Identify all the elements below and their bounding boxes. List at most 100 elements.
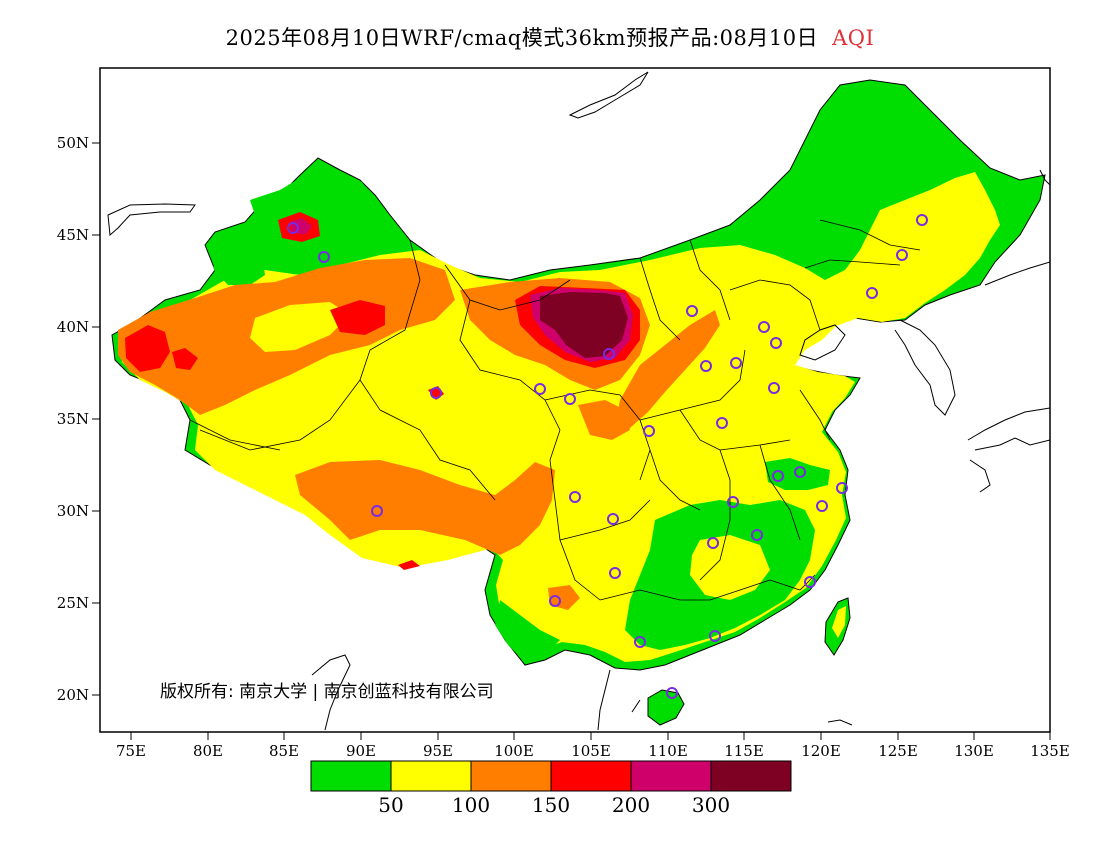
city-marker	[751, 529, 763, 541]
city-marker	[318, 251, 330, 263]
lon-label: 130E	[954, 742, 994, 760]
lon-label: 110E	[648, 742, 688, 760]
city-marker	[866, 287, 878, 299]
aqi-zone-good-altai	[250, 160, 372, 222]
city-marker	[727, 496, 739, 508]
aqi-zone-unhealthy-tarim-east	[172, 348, 198, 370]
city-marker	[609, 567, 621, 579]
aqi-zone-unhealthy-tarim	[330, 300, 385, 335]
indochina-coast	[311, 654, 351, 731]
title-text: 2025年08月10日WRF/cmaq模式36km预报产品:08月10日	[225, 26, 819, 50]
aqi-zone-sensitive-yunnan	[548, 585, 580, 610]
aqi-zone-sensitive-tibet	[295, 460, 555, 555]
lat-labels: 50N 45N 40N 35N 30N 25N 20N	[57, 134, 89, 704]
lon-label: 80E	[193, 742, 223, 760]
legend-swatch	[630, 760, 712, 792]
aqi-zone-sensitive-shanxi	[615, 310, 720, 428]
japan-north-coast	[984, 261, 1050, 286]
city-marker	[430, 387, 442, 399]
lat-label: 45N	[57, 226, 89, 244]
map-frame	[99, 67, 1051, 733]
legend-label: 300	[692, 793, 730, 817]
city-marker	[700, 360, 712, 372]
lon-label: 85E	[269, 742, 299, 760]
japan-coast	[967, 407, 1050, 493]
legend-swatch	[470, 760, 552, 792]
lat-ticks	[92, 142, 100, 696]
city-marker	[730, 357, 742, 369]
city-marker	[666, 687, 678, 699]
aqi-zone-sensitive-sichuan	[578, 400, 630, 440]
city-marker	[772, 470, 784, 482]
lon-label: 75E	[116, 742, 146, 760]
vietnam-coast	[597, 669, 641, 731]
lon-label: 115E	[724, 742, 764, 760]
lon-label: 125E	[878, 742, 918, 760]
city-marker	[709, 630, 721, 642]
legend-swatch	[550, 760, 632, 792]
legend-label: 50	[378, 793, 403, 817]
city-marker	[896, 249, 908, 261]
aqi-zone-moderate-taiwan-pocket	[832, 606, 846, 638]
foreign-coastlines	[107, 71, 1050, 731]
copyright-text: 版权所有: 南京大学 | 南京创蓝科技有限公司	[160, 682, 494, 702]
legend-swatch	[390, 760, 472, 792]
city-marker	[768, 382, 780, 394]
city-marker	[569, 491, 581, 503]
aqi-zone-unhealthy-kashgar	[125, 325, 170, 372]
lon-label: 95E	[423, 742, 453, 760]
legend-swatch	[310, 760, 392, 792]
city-marker	[607, 513, 619, 525]
lat-label: 30N	[57, 502, 89, 520]
city-marker	[716, 417, 728, 429]
city-marker	[770, 337, 782, 349]
baikal-shore	[568, 71, 649, 119]
city-marker	[836, 482, 848, 494]
lon-label: 90E	[346, 742, 376, 760]
aqi-zone-good-guangxi	[495, 600, 560, 662]
city-marker	[916, 214, 928, 226]
city-marker	[564, 393, 576, 405]
aqi-legend: 50 100 150 200 300	[310, 760, 792, 817]
legend-label: 100	[452, 793, 490, 817]
lat-label: 50N	[57, 134, 89, 152]
province-boundaries	[189, 219, 921, 601]
city-marker	[534, 383, 546, 395]
lat-label: 40N	[57, 318, 89, 336]
aqi-zone-unhealthy-south-tibet	[398, 560, 420, 570]
lat-label: 35N	[57, 410, 89, 428]
city-marker	[287, 222, 299, 234]
aqi-zone-very-unhealthy-dzungaria	[290, 218, 312, 235]
lat-label: 20N	[57, 686, 89, 704]
lon-label: 135E	[1030, 742, 1070, 760]
aqi-zone-good-ili	[212, 245, 265, 285]
aqi-zone-good-yangtze	[765, 458, 830, 490]
legend-label: 150	[532, 793, 570, 817]
city-marker	[758, 321, 770, 333]
city-marker	[549, 595, 561, 607]
city-marker	[371, 505, 383, 517]
aqi-zone-moderate-south-pocket	[690, 535, 770, 600]
lon-label: 100E	[494, 742, 534, 760]
city-marker	[804, 576, 816, 588]
aqi-zone-hazardous-alxa	[540, 292, 628, 358]
city-marker	[816, 500, 828, 512]
city-marker	[634, 636, 646, 648]
map-title: 2025年08月10日WRF/cmaq模式36km预报产品:08月10日 AQI	[0, 22, 1100, 52]
lon-ticks	[130, 732, 1051, 740]
lon-label: 120E	[801, 742, 841, 760]
lon-labels: 75E 80E 85E 90E 95E 100E 105E 110E 115E …	[116, 742, 1070, 760]
legend-swatch	[710, 760, 792, 792]
hainan-coast	[827, 719, 853, 726]
aqi-zone-good-hainan	[647, 689, 685, 726]
korea-coast	[894, 319, 956, 416]
bohai-coast	[799, 324, 846, 361]
balkhash-shore	[107, 203, 196, 237]
city-marker	[794, 466, 806, 478]
legend-label: 200	[612, 793, 650, 817]
city-marker	[643, 425, 655, 437]
map-body: 版权所有: 南京大学 | 南京创蓝科技有限公司	[107, 71, 1050, 731]
sakhalin-coast	[1039, 169, 1050, 186]
city-site-markers	[287, 214, 928, 699]
